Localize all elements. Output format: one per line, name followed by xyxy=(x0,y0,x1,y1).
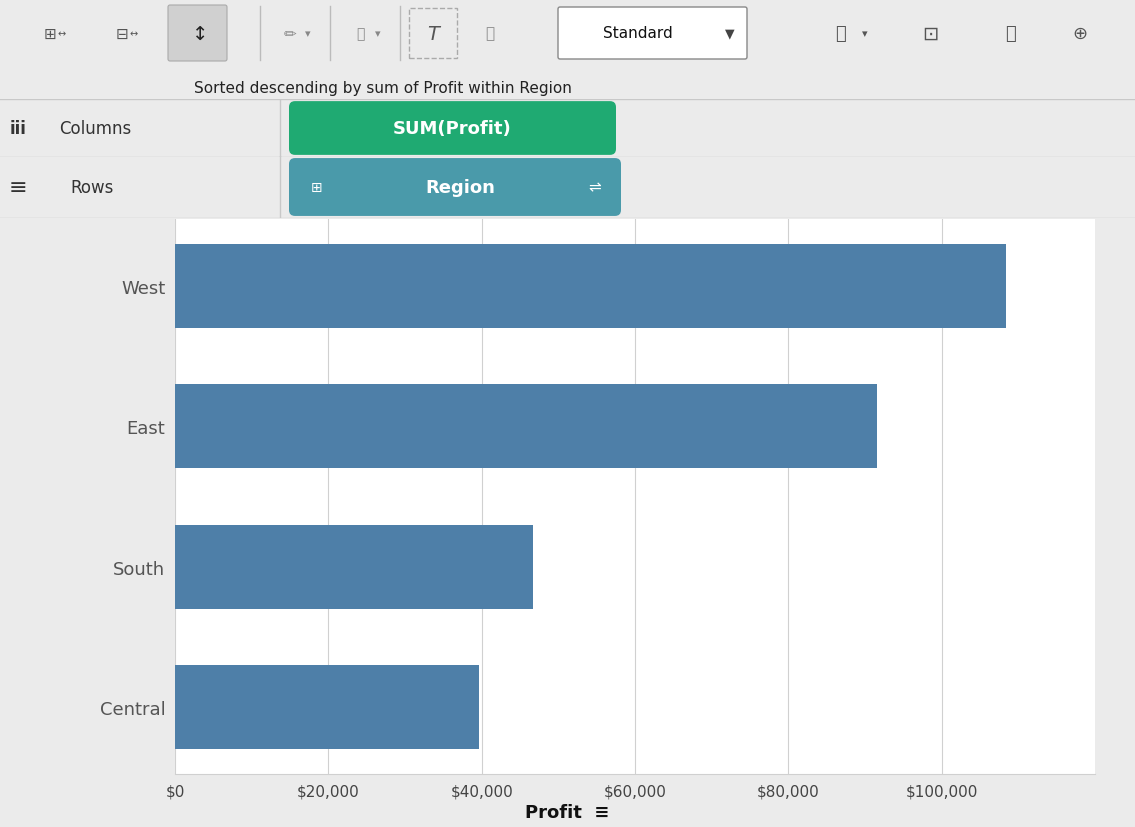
Text: 📌: 📌 xyxy=(486,26,495,41)
Text: ▾: ▾ xyxy=(305,29,311,39)
Bar xyxy=(175,245,1007,329)
Text: ⊞: ⊞ xyxy=(311,181,322,195)
FancyBboxPatch shape xyxy=(289,102,616,155)
Text: ⇌: ⇌ xyxy=(589,180,602,195)
Text: Profit  ≡: Profit ≡ xyxy=(526,803,609,821)
Text: ⊟: ⊟ xyxy=(116,26,128,41)
Text: ⊞: ⊞ xyxy=(43,26,57,41)
Text: ↕: ↕ xyxy=(192,25,208,44)
Text: ▾: ▾ xyxy=(376,29,381,39)
Text: 📊: 📊 xyxy=(834,25,846,43)
Text: ⊡: ⊡ xyxy=(922,25,939,44)
Text: ↔: ↔ xyxy=(129,29,138,39)
Bar xyxy=(175,385,876,469)
Text: ▾: ▾ xyxy=(863,29,868,39)
Text: Columns: Columns xyxy=(59,120,132,138)
Text: Sorted descending by sum of Profit within Region: Sorted descending by sum of Profit withi… xyxy=(194,80,572,95)
FancyBboxPatch shape xyxy=(168,6,227,62)
Bar xyxy=(175,665,479,749)
Text: ⤢: ⤢ xyxy=(1004,25,1016,43)
Text: SUM(Profit): SUM(Profit) xyxy=(393,120,512,138)
Text: T: T xyxy=(427,25,439,44)
Text: iii: iii xyxy=(9,120,26,138)
Text: ▼: ▼ xyxy=(725,27,734,41)
Text: ↔: ↔ xyxy=(58,29,66,39)
Bar xyxy=(175,525,533,609)
Text: Region: Region xyxy=(426,179,495,197)
Text: Rows: Rows xyxy=(70,179,114,197)
Text: Standard: Standard xyxy=(603,26,673,41)
FancyBboxPatch shape xyxy=(289,159,621,217)
Text: ✏: ✏ xyxy=(284,26,296,41)
FancyBboxPatch shape xyxy=(558,8,747,60)
Text: ≡: ≡ xyxy=(9,178,27,198)
Text: 📎: 📎 xyxy=(355,27,364,41)
Text: ⊕: ⊕ xyxy=(1073,25,1087,43)
